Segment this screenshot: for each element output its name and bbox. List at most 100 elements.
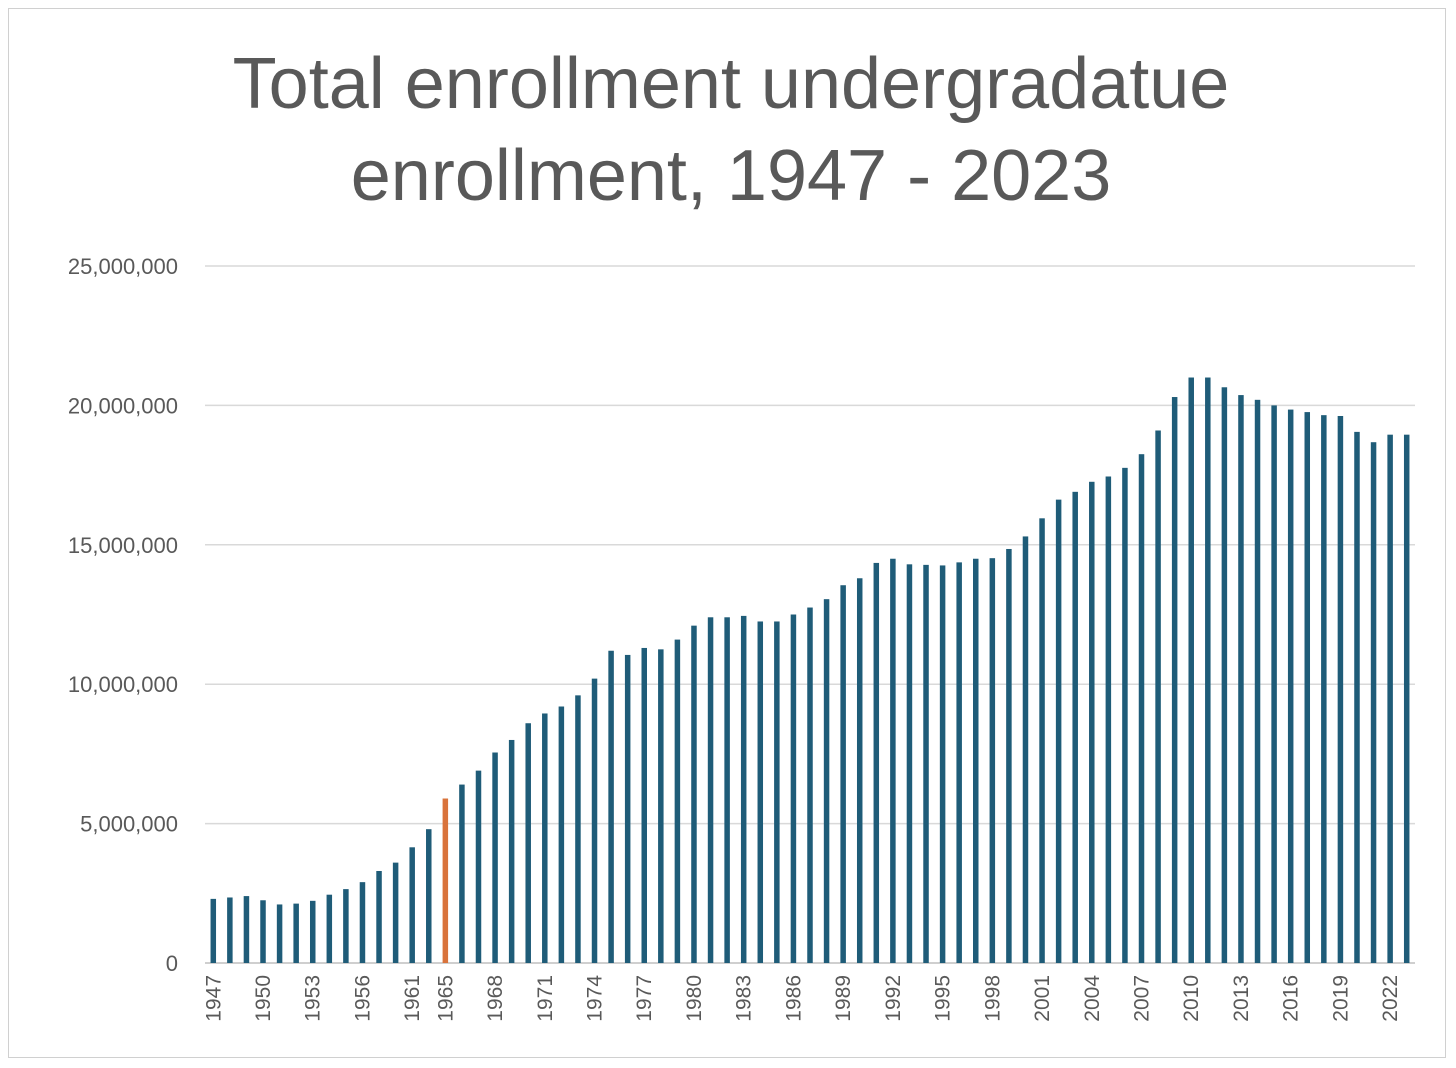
bar-1976 <box>624 654 631 963</box>
x-tick-label: 1971 <box>534 975 557 1022</box>
bar-1977 <box>641 647 647 963</box>
bar-1986 <box>790 614 797 963</box>
bar-1978 <box>658 649 664 963</box>
x-tick-label: 1980 <box>683 975 706 1022</box>
x-tick-label: 1974 <box>584 975 607 1022</box>
bar-1966 <box>459 784 465 963</box>
bar-2007 <box>1138 454 1145 963</box>
bar-1991 <box>873 562 880 963</box>
bar-2006 <box>1122 467 1128 963</box>
x-tick-label: 2010 <box>1180 975 1203 1022</box>
x-tick-label: 2019 <box>1329 975 1352 1022</box>
bar-1969 <box>508 739 515 963</box>
x-tick-label: 1977 <box>633 975 656 1022</box>
bar-2004 <box>1089 481 1095 963</box>
bar-1947 <box>210 898 217 963</box>
x-tick-label: 1950 <box>252 975 275 1022</box>
bar-2014 <box>1254 399 1261 964</box>
bar-1988 <box>823 599 830 963</box>
bar-2020 <box>1354 431 1360 963</box>
bar-1979 <box>674 639 681 963</box>
bar-1983 <box>740 615 747 963</box>
bar-1954 <box>326 894 333 963</box>
chart-title-line-2: enrollment, 1947 - 2023 <box>350 136 1112 216</box>
y-tick-label: 25,000,000 <box>68 254 178 279</box>
x-tick-label: 1961 <box>401 975 424 1022</box>
bar-1972 <box>558 706 565 963</box>
bar-2001 <box>1039 518 1045 963</box>
bar-1999 <box>1006 548 1012 963</box>
y-tick-label: 20,000,000 <box>68 393 178 418</box>
bar-1973 <box>575 695 581 963</box>
x-tick-label: 1998 <box>981 975 1004 1022</box>
x-tick-label: 1992 <box>882 975 905 1022</box>
x-tick-label: 1989 <box>832 975 855 1022</box>
bar-1982 <box>724 617 730 963</box>
bar-1990 <box>856 578 863 963</box>
bar-1989 <box>840 585 846 963</box>
y-tick-label: 10,000,000 <box>68 672 178 697</box>
bar-1956 <box>359 882 366 963</box>
bar-1985 <box>774 621 780 963</box>
bar-1984 <box>757 621 764 963</box>
bar-1998 <box>989 558 996 963</box>
bar-1980 <box>691 625 697 963</box>
bar-1950 <box>260 900 266 963</box>
x-tick-label: 2022 <box>1379 975 1402 1022</box>
bar-1957 <box>376 870 382 963</box>
y-tick-label: 15,000,000 <box>68 533 178 558</box>
bar-1965 <box>442 798 449 963</box>
x-tick-label: 2001 <box>1031 975 1054 1022</box>
bar-1992 <box>890 558 896 963</box>
bar-1974 <box>591 678 598 963</box>
bar-1953 <box>309 900 316 963</box>
bar-2013 <box>1238 395 1244 963</box>
x-tick-label: 2013 <box>1230 975 1253 1022</box>
x-tick-label: 1986 <box>782 975 805 1022</box>
bar-1961 <box>409 847 415 963</box>
bar-1981 <box>707 617 714 963</box>
x-tick-label: 1965 <box>434 975 457 1022</box>
bar-1995 <box>939 565 946 963</box>
x-tick-label: 2007 <box>1131 975 1154 1022</box>
bar-2022 <box>1387 434 1393 963</box>
bar-1951 <box>276 904 283 963</box>
bar-1987 <box>807 607 813 963</box>
bar-2021 <box>1370 442 1377 963</box>
x-tick-label: 1995 <box>932 975 955 1022</box>
bar-1996 <box>956 562 962 963</box>
bar-1959 <box>392 862 399 963</box>
bar-2002 <box>1055 499 1062 963</box>
bar-1948 <box>227 897 233 963</box>
bar-2019 <box>1337 415 1344 963</box>
bar-1970 <box>525 723 531 963</box>
bar-2012 <box>1221 387 1228 963</box>
bar-1997 <box>973 558 979 963</box>
y-tick-label: 0 <box>166 951 178 976</box>
bar-2011 <box>1205 377 1211 963</box>
bar-2023 <box>1403 434 1410 963</box>
bar-1955 <box>343 889 349 963</box>
x-tick-label: 2004 <box>1081 975 1104 1022</box>
bar-1975 <box>608 650 614 963</box>
x-tick-label: 1956 <box>351 975 374 1022</box>
y-tick-label: 5,000,000 <box>80 812 178 837</box>
bar-2005 <box>1105 476 1112 963</box>
bar-2018 <box>1321 415 1327 964</box>
bar-1949 <box>243 896 250 963</box>
bar-1993 <box>906 564 913 963</box>
bar-1968 <box>492 752 498 963</box>
bar-2017 <box>1304 412 1311 963</box>
x-tick-label: 1983 <box>733 975 756 1022</box>
bar-1971 <box>542 713 548 963</box>
bar-1952 <box>293 903 299 963</box>
x-tick-label: 1947 <box>202 975 225 1022</box>
bar-2016 <box>1287 409 1294 963</box>
bar-1967 <box>475 770 482 963</box>
bar-2000 <box>1022 536 1029 963</box>
bar-2015 <box>1271 405 1277 963</box>
bar-2008 <box>1155 430 1161 963</box>
x-tick-label: 1968 <box>484 975 507 1022</box>
bar-2010 <box>1188 377 1194 963</box>
